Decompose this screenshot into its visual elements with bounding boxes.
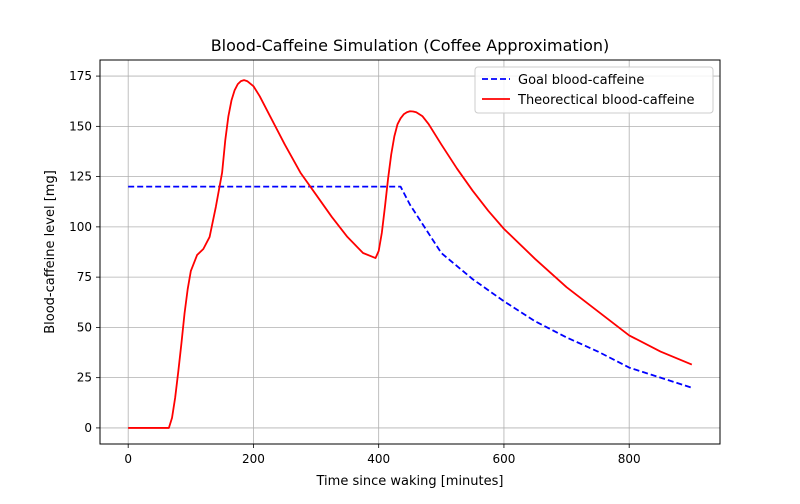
x-tick-label: 800 bbox=[618, 452, 641, 466]
plot-frame bbox=[99, 59, 721, 445]
y-tick-label: 125 bbox=[69, 170, 92, 184]
y-tick-label: 100 bbox=[69, 220, 92, 234]
x-tick-label: 200 bbox=[242, 452, 265, 466]
x-axis-label: Time since waking [minutes] bbox=[316, 474, 504, 489]
y-tick-label: 75 bbox=[77, 270, 92, 284]
y-tick-label: 25 bbox=[77, 371, 92, 385]
y-tick-label: 150 bbox=[69, 119, 92, 133]
x-tick-label: 400 bbox=[367, 452, 390, 466]
legend-label-goal: Goal blood-caffeine bbox=[518, 73, 644, 88]
series-layer bbox=[128, 79, 693, 429]
legend: Goal blood-caffeine Theorectical blood-c… bbox=[474, 66, 714, 114]
series-line-theoretical bbox=[128, 79, 693, 429]
y-tick-label: 0 bbox=[84, 421, 92, 435]
x-tick-label: 0 bbox=[124, 452, 132, 466]
axis-ticks: 0 200 400 600 800 0 25 50 75 100 125 150 175 bbox=[69, 69, 641, 466]
y-tick-label: 175 bbox=[69, 69, 92, 83]
x-tick-label: 600 bbox=[492, 452, 515, 466]
y-tick-label: 50 bbox=[77, 320, 92, 334]
legend-label-theoretical: Theorectical blood-caffeine bbox=[517, 93, 695, 108]
legend-box bbox=[474, 66, 714, 114]
series-line-goal bbox=[128, 185, 693, 389]
chart-title: Blood-Caffeine Simulation (Coffee Approx… bbox=[211, 36, 610, 55]
y-axis-label: Blood-caffeine level [mg] bbox=[43, 170, 58, 334]
